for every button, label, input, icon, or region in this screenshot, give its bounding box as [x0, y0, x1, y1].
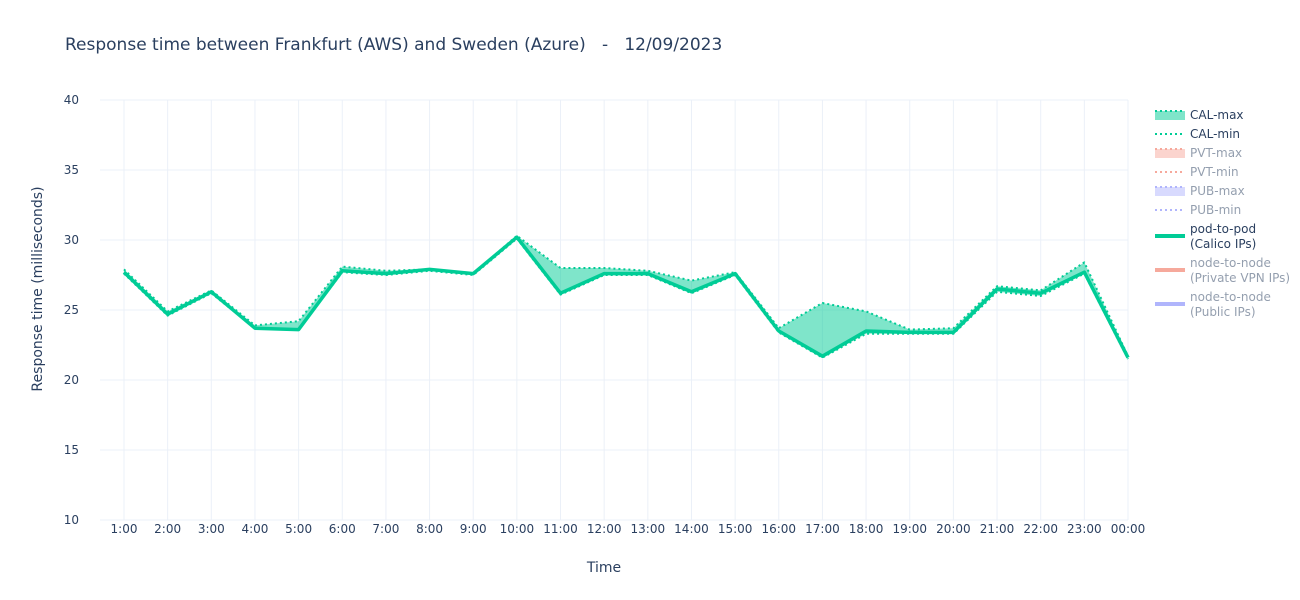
legend-label: (Private VPN IPs) [1190, 271, 1290, 285]
legend-label: node-to-node [1190, 290, 1271, 304]
x-tick-label: 20:00 [936, 522, 971, 536]
legend-item-8[interactable]: node-to-node(Public IPs) [1155, 290, 1271, 319]
x-tick-label: 14:00 [674, 522, 709, 536]
x-tick-label: 6:00 [329, 522, 356, 536]
x-tick-label: 4:00 [241, 522, 268, 536]
y-tick-label: 40 [64, 93, 79, 107]
x-tick-label: 21:00 [980, 522, 1015, 536]
legend-item-2[interactable]: PVT-max [1155, 146, 1242, 160]
x-tick-label: 23:00 [1067, 522, 1102, 536]
y-axis-title: Response time (milliseconds) [30, 186, 46, 391]
legend-label: (Calico IPs) [1190, 237, 1256, 251]
legend-item-6[interactable]: pod-to-pod(Calico IPs) [1155, 222, 1256, 251]
legend-item-5[interactable]: PUB-min [1155, 203, 1241, 217]
legend-label: pod-to-pod [1190, 222, 1256, 236]
legend-swatch [1155, 149, 1185, 158]
x-axis-ticks: 1:00 2:00 3:00 4:00 5:00 6:00 7:00 8:00 9:00 10:0… [111, 522, 1146, 536]
y-tick-label: 25 [64, 303, 79, 317]
series-line-6 [122, 235, 1130, 359]
y-tick-label: 10 [64, 513, 79, 527]
legend-label: PVT-max [1190, 146, 1242, 160]
y-tick-label: 20 [64, 373, 79, 387]
x-tick-label: 9:00 [460, 522, 487, 536]
x-tick-label: 22:00 [1023, 522, 1058, 536]
x-tick-label: 16:00 [761, 522, 796, 536]
legend-item-7[interactable]: node-to-node(Private VPN IPs) [1155, 256, 1290, 285]
x-tick-label: 1:00 [111, 522, 138, 536]
x-tick-label: 5:00 [285, 522, 312, 536]
y-tick-label: 30 [64, 233, 79, 247]
x-tick-label: 11:00 [543, 522, 578, 536]
x-tick-label: 3:00 [198, 522, 225, 536]
legend-label: CAL-max [1190, 108, 1244, 122]
y-axis-ticks: 10 15 20 25 30 35 40 [64, 93, 79, 527]
x-tick-label: 18:00 [849, 522, 884, 536]
legend[interactable]: CAL-max CAL-min PVT-max PVT-min PUB-max PUB-m… [1155, 108, 1290, 319]
x-tick-label: 13:00 [631, 522, 666, 536]
cal-range-fill [124, 235, 1128, 359]
range-fills [124, 235, 1128, 359]
legend-swatch [1155, 187, 1185, 196]
y-tick-label: 35 [64, 163, 79, 177]
legend-label: CAL-min [1190, 127, 1240, 141]
legend-label: node-to-node [1190, 256, 1271, 270]
x-tick-label: 00:00 [1111, 522, 1146, 536]
x-tick-label: 12:00 [587, 522, 622, 536]
legend-label: PUB-max [1190, 184, 1245, 198]
legend-swatch [1155, 111, 1185, 120]
y-tick-label: 15 [64, 443, 79, 457]
legend-label: PUB-min [1190, 203, 1241, 217]
series-line-1 [123, 237, 1129, 360]
x-tick-label: 17:00 [805, 522, 840, 536]
series-lines [122, 234, 1130, 360]
chart-title: Response time between Frankfurt (AWS) an… [65, 35, 722, 55]
legend-item-0[interactable]: CAL-max [1155, 108, 1244, 122]
x-tick-label: 10:00 [500, 522, 535, 536]
x-tick-label: 15:00 [718, 522, 753, 536]
legend-item-4[interactable]: PUB-max [1155, 184, 1245, 198]
x-tick-label: 8:00 [416, 522, 443, 536]
series-line-0 [123, 234, 1129, 357]
legend-item-3[interactable]: PVT-min [1155, 165, 1239, 179]
legend-label: PVT-min [1190, 165, 1239, 179]
legend-label: (Public IPs) [1190, 305, 1256, 319]
x-tick-label: 2:00 [154, 522, 181, 536]
x-tick-label: 7:00 [372, 522, 399, 536]
grid [100, 99, 1129, 521]
legend-item-1[interactable]: CAL-min [1155, 127, 1240, 141]
x-tick-label: 19:00 [892, 522, 927, 536]
x-axis-title: Time [586, 560, 621, 576]
